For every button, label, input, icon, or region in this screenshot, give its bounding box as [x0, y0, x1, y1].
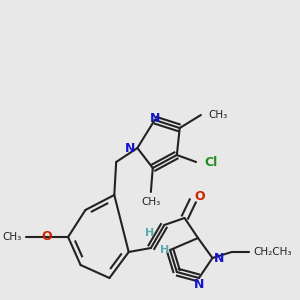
Text: N: N — [214, 251, 224, 265]
Text: N: N — [194, 278, 204, 292]
Text: CH₂CH₃: CH₂CH₃ — [253, 247, 291, 257]
Text: H: H — [160, 245, 170, 255]
Text: N: N — [149, 112, 160, 125]
Text: Cl: Cl — [205, 155, 218, 169]
Text: CH₃: CH₃ — [3, 232, 22, 242]
Text: O: O — [195, 190, 205, 203]
Text: O: O — [42, 230, 52, 244]
Text: N: N — [124, 142, 135, 154]
Text: H: H — [146, 228, 155, 238]
Text: CH₃: CH₃ — [208, 110, 228, 120]
Text: CH₃: CH₃ — [141, 197, 160, 207]
